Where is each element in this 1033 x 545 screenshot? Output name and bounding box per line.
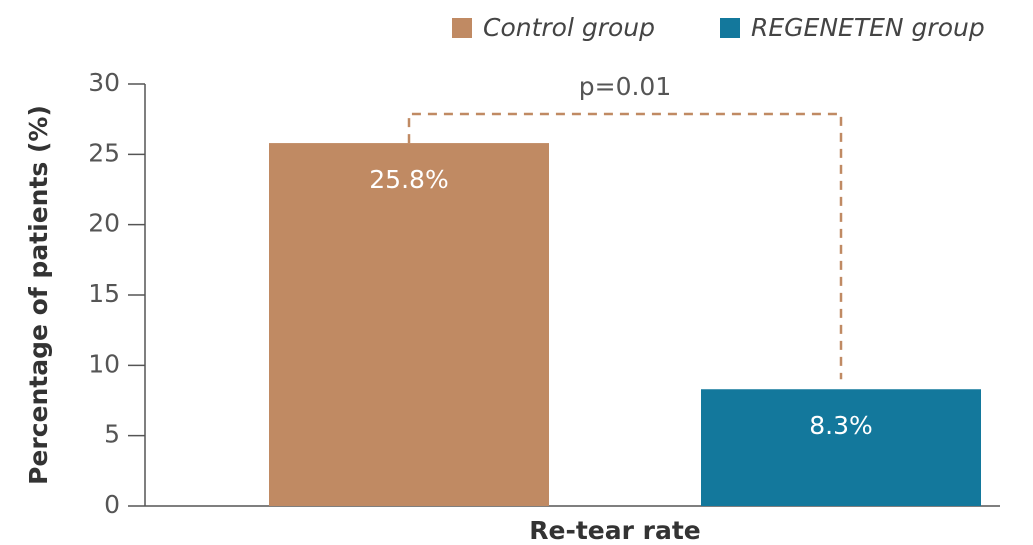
legend-label: REGENETEN group [751, 13, 985, 42]
legend-swatch [720, 18, 740, 38]
y-axis-label: Percentage of patients (%) [24, 105, 53, 485]
y-tick-label: 0 [104, 490, 120, 519]
y-tick-label: 5 [104, 420, 120, 449]
legend-swatch [452, 18, 472, 38]
value-label: 8.3% [809, 411, 873, 440]
y-tick-label: 20 [88, 209, 120, 238]
y-tick-label: 30 [88, 68, 120, 97]
x-axis-label: Re-tear rate [529, 516, 701, 545]
y-tick-label: 25 [88, 138, 120, 167]
y-tick-label: 15 [88, 279, 120, 308]
value-label: 25.8% [369, 165, 448, 194]
significance-bracket [407, 112, 843, 380]
annotation: p=0.01 [579, 72, 671, 101]
y-tick-label: 10 [88, 349, 120, 378]
bar [701, 389, 981, 506]
bar [269, 143, 549, 506]
legend-label: Control group [483, 13, 655, 42]
